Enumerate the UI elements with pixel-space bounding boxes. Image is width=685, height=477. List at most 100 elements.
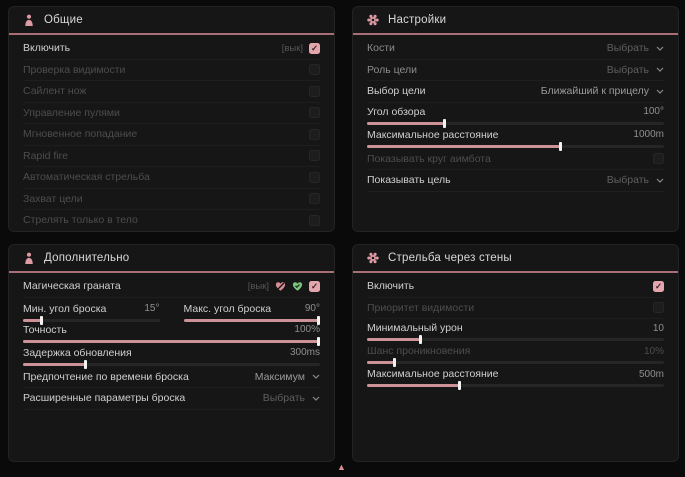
- setting-label: Управление пулями: [23, 106, 120, 119]
- checkbox[interactable]: [309, 85, 320, 97]
- setting-label: Проверка видимости: [23, 63, 126, 76]
- checkbox[interactable]: [309, 193, 320, 205]
- setting-label: Шанс проникновения: [367, 345, 471, 357]
- slider-fill: [23, 318, 41, 322]
- slider-track[interactable]: [367, 118, 664, 128]
- setting-controls: [309, 171, 320, 183]
- slider-track[interactable]: [23, 336, 320, 346]
- chevron-down-icon: [656, 89, 664, 94]
- slider-handle[interactable]: [443, 118, 447, 128]
- slider-handle[interactable]: [458, 381, 462, 390]
- setting-row: Приоритет видимости: [367, 298, 664, 319]
- setting-row: Rapid fire: [23, 146, 320, 167]
- setting-label: Кости: [367, 42, 395, 55]
- slider-fill: [367, 384, 460, 387]
- slider-pair-row: Мин. угол броска 15° Макс. угол броска 90°: [23, 298, 320, 325]
- checkbox[interactable]: [653, 153, 664, 165]
- checkbox[interactable]: [309, 150, 320, 162]
- slider-setting: Мин. угол броска 15°: [23, 300, 160, 325]
- checkbox[interactable]: [309, 128, 320, 140]
- slider-value: 100°: [643, 106, 664, 117]
- dropdown[interactable]: Выбрать: [263, 392, 320, 404]
- slider-value: 15°: [144, 303, 160, 314]
- setting-row: Стрелять только в тело: [23, 210, 320, 231]
- setting-row: Сайлент нож: [23, 81, 320, 103]
- checkbox[interactable]: [309, 171, 320, 183]
- slider-setting: Шанс проникновения 10%: [367, 342, 664, 367]
- slider-fill: [367, 361, 394, 364]
- slider-track[interactable]: [23, 359, 320, 369]
- slider-handle[interactable]: [39, 315, 43, 325]
- slider-value: 1000m: [633, 129, 664, 140]
- setting-controls: [309, 64, 320, 76]
- dropdown-value: Выбрать: [262, 392, 305, 405]
- checkbox[interactable]: [309, 107, 320, 119]
- dropdown[interactable]: Выбрать: [607, 64, 664, 76]
- slider-track[interactable]: [367, 358, 664, 367]
- setting-controls: [309, 214, 320, 226]
- dropdown-value: Выбрать: [606, 42, 649, 55]
- dropdown[interactable]: Максимум: [255, 371, 320, 383]
- slider-setting: Макс. угол броска 90°: [183, 300, 320, 325]
- setting-label: Захват цели: [23, 192, 83, 205]
- slider-track[interactable]: [367, 141, 664, 151]
- dropdown-value: Выбрать: [606, 63, 649, 76]
- slider-fill: [23, 339, 320, 343]
- slider-track[interactable]: [367, 335, 664, 344]
- dropdown[interactable]: Выбрать: [607, 174, 664, 186]
- slider-handle[interactable]: [392, 358, 396, 367]
- slider-handle[interactable]: [419, 335, 423, 344]
- panel-additional: Дополнительно Магическая граната [вык] ✓ Ми…: [8, 244, 335, 462]
- setting-row: Показывать цель Выбрать: [367, 170, 664, 192]
- slider-track[interactable]: [23, 315, 160, 325]
- checkbox[interactable]: ✓: [653, 280, 664, 292]
- slider-pair-col: Макс. угол броска 90°: [183, 300, 320, 325]
- heart-slash-icon[interactable]: [275, 281, 286, 292]
- slider-value: 10: [652, 322, 664, 334]
- slider-fill: [183, 318, 320, 322]
- setting-row: Выбор цели Ближайший к прицелу: [367, 81, 664, 103]
- chevron-down-icon: [312, 396, 320, 401]
- setting-label: Показывать цель: [367, 174, 451, 187]
- panel-settings: Настройки Кости Выбрать Роль цели Выбрать Вы…: [352, 6, 679, 232]
- person-icon: [23, 252, 35, 264]
- setting-row: Расширенные параметры броска Выбрать: [23, 388, 320, 410]
- slider-handle[interactable]: [317, 336, 320, 346]
- hotkey-label: [вык]: [281, 42, 303, 54]
- slider-handle[interactable]: [559, 141, 563, 151]
- dropdown-value: Максимум: [254, 370, 305, 383]
- chevron-down-icon: [656, 67, 664, 73]
- slider-label-line: Максимальное расстояние 1000m: [367, 128, 664, 142]
- slider-handle[interactable]: [317, 315, 320, 325]
- panel-header: Стрельба через стены: [353, 245, 678, 273]
- setting-label: Мгновенное попадание: [23, 128, 138, 141]
- setting-controls: [вык] ✓: [248, 280, 320, 292]
- dropdown[interactable]: Выбрать: [607, 42, 664, 54]
- checkbox[interactable]: [653, 302, 664, 314]
- dropdown[interactable]: Ближайший к прицелу: [541, 85, 664, 97]
- checkbox[interactable]: [309, 214, 320, 226]
- checkbox[interactable]: ✓: [309, 280, 320, 292]
- slider-track[interactable]: [367, 381, 664, 390]
- slider-setting: Угол обзора 100°: [367, 103, 664, 128]
- setting-controls: ✓: [653, 280, 664, 292]
- setting-label: Автоматическая стрельба: [23, 171, 150, 184]
- checkbox[interactable]: [309, 64, 320, 76]
- slider-fill: [367, 338, 421, 341]
- slider-value: 300ms: [289, 347, 320, 358]
- slider-handle[interactable]: [84, 359, 88, 369]
- setting-label: Мин. угол броска: [23, 302, 107, 315]
- setting-label: Задержка обновления: [23, 346, 132, 359]
- setting-controls: [309, 150, 320, 162]
- setting-controls: [309, 107, 320, 119]
- heart-check-icon[interactable]: [292, 281, 303, 292]
- chevron-down-icon: [312, 374, 320, 380]
- setting-label: Макс. угол броска: [183, 302, 272, 315]
- setting-row: Кости Выбрать: [367, 38, 664, 60]
- setting-controls: [653, 302, 664, 314]
- setting-controls: [309, 85, 320, 97]
- setting-row: Показывать круг аимбота: [367, 149, 664, 170]
- slider-track[interactable]: [183, 315, 320, 325]
- checkbox[interactable]: ✓: [309, 42, 320, 54]
